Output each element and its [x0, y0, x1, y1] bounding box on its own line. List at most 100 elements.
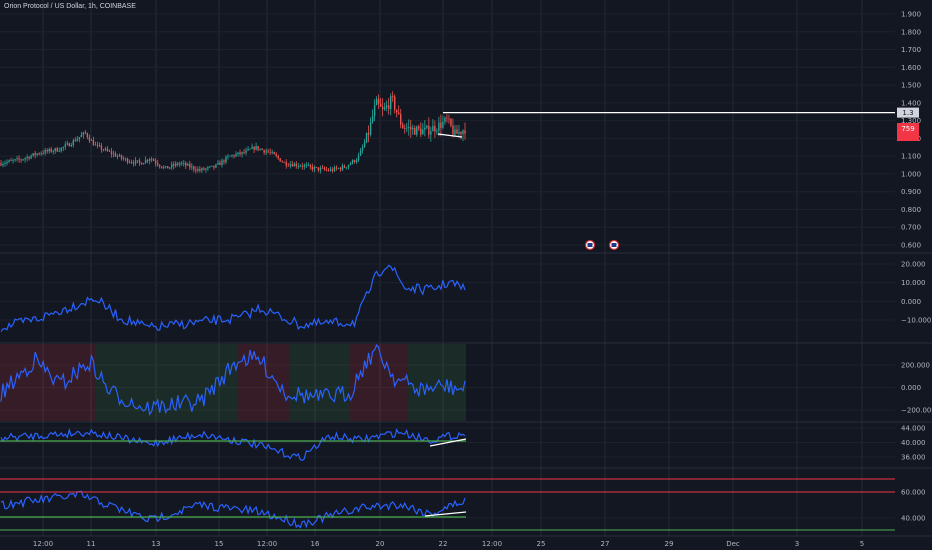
- candle-body: [20, 159, 22, 161]
- candle-body: [279, 158, 281, 162]
- vertical-gridlines: [42, 0, 863, 536]
- candle-body: [76, 139, 79, 142]
- candle-body: [311, 166, 314, 170]
- flag-marker-field: [611, 243, 617, 247]
- candle-body: [215, 164, 217, 168]
- candle-body: [0, 163, 2, 166]
- candle-body: [251, 146, 253, 149]
- price-axis[interactable]: 1.9001.8001.7001.6001.5001.4001.3001.200…: [901, 11, 932, 523]
- price-candles: [0, 91, 466, 174]
- candle-body: [28, 156, 30, 159]
- candle-body: [275, 154, 277, 156]
- candle-body: [132, 162, 135, 164]
- candle-body: [106, 148, 109, 151]
- y-tick-label: 0.900: [901, 188, 921, 196]
- candle-body: [158, 164, 161, 167]
- y-tick-label: 1.700: [901, 46, 921, 54]
- candle-body: [165, 166, 167, 168]
- signal-zone: [408, 344, 466, 421]
- candle-body: [16, 158, 18, 160]
- event-markers[interactable]: [584, 239, 620, 251]
- candle-body: [385, 105, 388, 108]
- y-tick-label: 1.900: [901, 11, 921, 19]
- candle-body: [22, 159, 24, 161]
- candle-body: [263, 149, 265, 153]
- candle-body: [96, 144, 99, 146]
- candle-body: [233, 155, 235, 157]
- candle-body: [444, 117, 446, 122]
- candle-body: [179, 163, 181, 165]
- candle-body: [189, 163, 191, 168]
- candle-body: [231, 155, 233, 156]
- candle-body: [52, 151, 54, 152]
- candle-body: [448, 118, 450, 120]
- candle-body: [171, 164, 173, 168]
- candle-body: [112, 153, 115, 155]
- candle-body: [241, 151, 243, 155]
- candle-body: [156, 163, 159, 165]
- candle-body: [46, 150, 48, 152]
- signal-zone: [0, 344, 95, 421]
- y-tick-label: −10.000: [901, 317, 931, 325]
- y-tick-label: 1.000: [901, 170, 921, 178]
- candle-body: [14, 159, 16, 161]
- last-price-box: [897, 123, 919, 141]
- candle-body: [395, 109, 398, 113]
- candle-body: [375, 98, 378, 106]
- y-tick-label: 36.000: [901, 454, 926, 462]
- y-tick-label: 40.000: [901, 439, 926, 447]
- y-tick-label: 1.800: [901, 28, 921, 36]
- pane-separators: [0, 252, 932, 537]
- us-flag-icon[interactable]: [608, 239, 620, 251]
- candle-body: [267, 151, 269, 153]
- candle-body: [167, 166, 169, 169]
- candle-body: [66, 143, 68, 145]
- y-tick-label: 60.000: [901, 489, 926, 497]
- candle-body: [116, 156, 119, 157]
- candle-body: [462, 130, 464, 135]
- last-price-text: 759: [901, 125, 914, 133]
- oscillator-2-background-zones: [0, 344, 466, 421]
- candle-body: [162, 167, 165, 168]
- candle-body: [144, 159, 147, 164]
- candle-body: [404, 128, 406, 129]
- candle-body: [183, 162, 185, 164]
- candle-body: [331, 169, 334, 171]
- candle-body: [277, 155, 279, 159]
- candle-body: [460, 131, 462, 135]
- candle-body: [257, 146, 259, 150]
- candle-body: [426, 125, 428, 128]
- x-tick-label: 13: [152, 540, 161, 548]
- candle-body: [373, 105, 376, 117]
- candle-body: [446, 117, 448, 119]
- candle-body: [82, 132, 85, 136]
- candle-body: [235, 154, 237, 157]
- candle-body: [124, 158, 127, 160]
- candle-body: [177, 163, 179, 165]
- time-axis[interactable]: 12:00 11 13 15 12:00 16 20 22 12:00 25 27 29 Dec 3 5: [33, 540, 864, 548]
- x-tick-label: 29: [665, 540, 674, 548]
- us-flag-icon[interactable]: [584, 239, 596, 251]
- candle-body: [191, 166, 193, 168]
- candle-body: [398, 112, 400, 115]
- candle-body: [38, 153, 40, 155]
- candle-body: [430, 131, 432, 135]
- candle-body: [40, 153, 42, 154]
- signal-zone: [160, 344, 238, 421]
- candle-body: [225, 156, 227, 163]
- candle-body: [195, 169, 197, 171]
- y-tick-label: 1.100: [901, 153, 921, 161]
- y-tick-label: 1.400: [901, 99, 921, 107]
- candle-body: [325, 169, 328, 171]
- candle-body: [54, 148, 56, 152]
- candle-body: [142, 163, 145, 165]
- candle-body: [30, 155, 32, 159]
- level-lines: [0, 440, 895, 531]
- candle-body: [187, 163, 189, 166]
- candle-body: [114, 153, 117, 157]
- candle-body: [34, 153, 36, 156]
- candle-body: [26, 156, 28, 159]
- candle-body: [253, 146, 255, 150]
- candle-body: [36, 153, 38, 156]
